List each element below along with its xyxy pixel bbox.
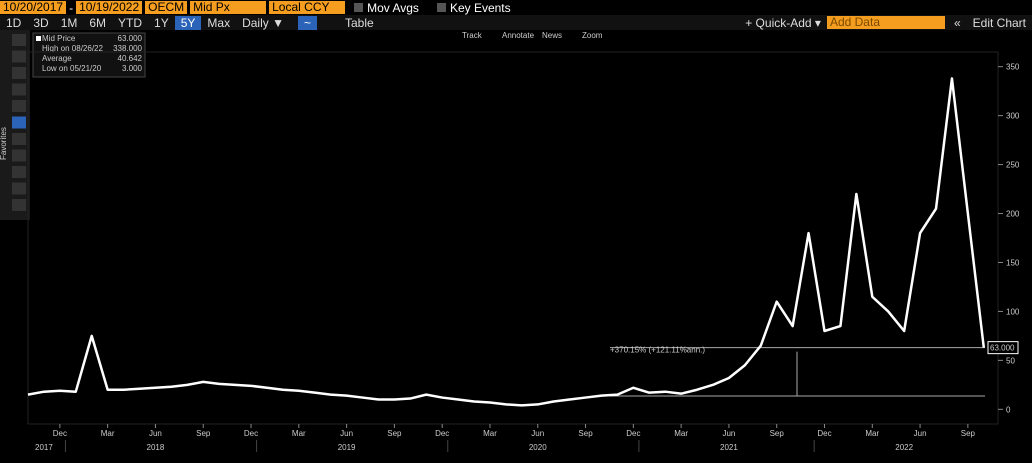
legend-label: Low on 05/21/20 [42,64,102,73]
mov-avgs[interactable]: Mov Avgs [367,0,419,15]
checkbox[interactable] [436,3,446,12]
tool-icon [12,50,26,63]
top-toolbar: 10/20/2017 - 10/19/2022 OECM Mid Px Loca… [0,0,1032,15]
plot-border [27,51,999,425]
x-tick-label: Mar [292,429,306,438]
legend-swatch [36,36,41,41]
y-tick-label: 100 [1006,307,1020,316]
x-tick-label: Mar [674,429,688,438]
quick-add[interactable]: + Quick-Add ▾ [745,15,821,30]
chart-tool: Annotate [502,31,535,40]
y-tick-label: 0 [1006,405,1011,414]
collapse[interactable]: « [953,15,961,30]
x-tick-label: Mar [101,429,115,438]
year-label: 2022 [895,443,913,452]
x-tick-label: Dec [626,429,640,438]
year-label: 2021 [720,443,738,452]
legend-value: 63.000 [118,34,143,43]
tool-icon [12,83,26,96]
add-data[interactable]: Add Data [826,16,945,29]
year-label: 2020 [529,443,547,452]
tool-icon [12,133,26,145]
y-tick-label: 350 [1006,63,1020,72]
legend-label: Mid Price [42,34,76,43]
chart-tool: News [542,31,562,40]
y-tick-label: 300 [1006,112,1020,121]
period-button[interactable]: Max [207,15,231,30]
legend-value: 338.000 [113,44,142,53]
y-tick-label: 50 [1006,356,1015,365]
last-price: 63.000 [990,344,1015,353]
x-tick-label: Sep [387,429,402,438]
tool-icon [12,149,26,162]
x-tick-label: Jun [340,429,353,438]
x-tick-label: Dec [435,429,449,438]
year-label: 2017 [35,443,53,452]
x-tick-label: Mar [865,429,879,438]
tool-icon [12,34,26,46]
y-tick-label: 150 [1006,258,1020,267]
y-tick-label: 250 [1006,161,1020,170]
x-tick-label: Sep [196,429,211,438]
periods: 1D 3D 1M 6M YTD 1Y 5Y Max [0,15,236,30]
period-button[interactable]: 3D [33,15,49,30]
frequency[interactable]: Daily ▼ [242,15,284,30]
line-icon[interactable]: ~ [297,15,317,30]
x-tick-label: Sep [770,429,785,438]
y-tick-label: 200 [1006,210,1020,219]
x-tick-label: Jun [722,429,735,438]
year-label: 2019 [338,443,356,452]
favorites: Favorites [0,127,8,160]
legend-label: Average [42,54,72,63]
period-button[interactable]: 1Y [154,15,169,30]
checkbox[interactable] [354,3,364,12]
x-tick-label: Sep [961,429,976,438]
tool-icon [12,182,26,195]
period-button[interactable]: 5Y [174,15,202,30]
legend-value: 3.000 [122,64,143,73]
tool-icon [12,116,26,129]
tool-icon [12,166,26,178]
start-date[interactable]: 10/20/2017 [0,1,67,14]
tool-icon [12,100,26,112]
chart-tool: Zoom [582,31,603,40]
end-date[interactable]: 10/19/2022 [76,1,143,14]
last-price-box [987,341,1019,355]
x-tick-label: Jun [149,429,162,438]
chart: Favorites Track Annotate News Zoom Mid Price 6… [0,30,1020,452]
legend-box [32,32,146,78]
legend-value: 40.642 [118,54,143,63]
period-button[interactable]: 1M [60,15,78,30]
legend-label: High on 08/26/22 [42,44,103,53]
x-tick-label: Dec [244,429,258,438]
currency[interactable]: Local CCY [269,1,346,14]
x-tick-label: Sep [578,429,593,438]
year-label: 2018 [147,443,165,452]
period-button[interactable]: YTD [118,15,143,30]
price-line [27,77,986,407]
table[interactable]: Table [344,15,374,30]
x-tick-label: Jun [914,429,927,438]
field[interactable]: Mid Px [190,1,267,14]
period-button[interactable]: 6M [89,15,107,30]
ticker[interactable]: OECM [145,1,188,14]
x-tick-label: Jun [531,429,544,438]
annotation: +370.15% (+121.11%ann.) [610,346,705,355]
tool-icon [12,67,26,79]
x-tick-label: Mar [483,429,497,438]
period-toolbar: 1D 3D 1M 6M YTD 1Y 5Y Max Daily ▼ ~ Table + Qui… [0,15,1032,30]
key-events[interactable]: Key Events [449,0,511,15]
tool-icon [12,199,26,211]
chart-tool: Track [462,31,483,40]
x-tick-label: Dec [817,429,831,438]
x-tick-label: Dec [53,429,67,438]
edit-chart[interactable]: Edit Chart [972,15,1026,30]
period-button[interactable]: 1D [6,15,22,30]
